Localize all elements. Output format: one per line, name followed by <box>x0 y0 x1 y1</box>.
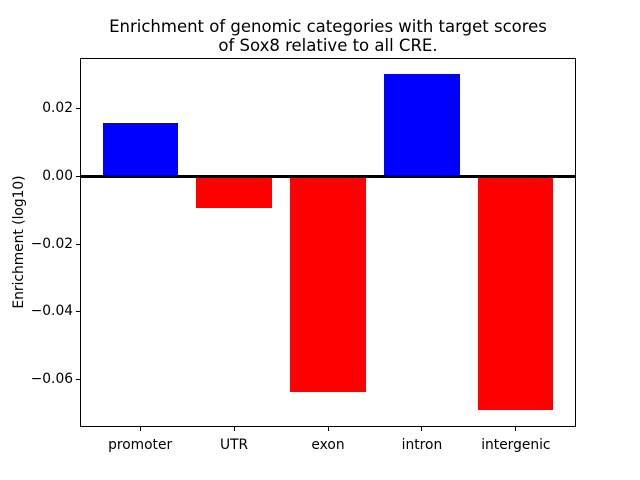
y-tick-mark <box>76 379 80 381</box>
chart-title: Enrichment of genomic categories with ta… <box>80 17 576 55</box>
bar-intergenic <box>478 176 554 411</box>
y-tick-label: 0.00 <box>42 167 73 184</box>
y-tick-mark <box>76 311 80 313</box>
y-tick-mark <box>76 175 80 177</box>
chart-title-line1: Enrichment of genomic categories with ta… <box>109 17 547 36</box>
x-tick-mark <box>139 427 141 432</box>
x-tick-mark <box>421 427 423 432</box>
x-tick-label-UTR: UTR <box>219 437 249 454</box>
bar-promoter <box>102 123 178 177</box>
y-tick-mark <box>76 243 80 245</box>
x-tick-mark <box>327 427 329 432</box>
y-tick-label: 0.02 <box>42 99 73 116</box>
x-tick-mark <box>515 427 517 432</box>
bar-UTR <box>196 176 272 209</box>
bar-exon <box>290 176 366 393</box>
x-tick-label-intergenic: intergenic <box>481 437 551 454</box>
x-tick-label-promoter: promoter <box>108 437 173 454</box>
y-tick-label: −0.06 <box>30 371 73 388</box>
zero-line <box>80 174 576 178</box>
y-tick-label: −0.02 <box>30 235 73 252</box>
chart-title-line2: of Sox8 relative to all CRE. <box>218 36 438 55</box>
x-tick-mark <box>233 427 235 432</box>
x-tick-label-exon: exon <box>311 437 345 454</box>
x-tick-label-intron: intron <box>401 437 443 454</box>
y-tick-mark <box>76 107 80 109</box>
y-tick-label: −0.04 <box>30 303 73 320</box>
bar-intron <box>384 74 460 177</box>
